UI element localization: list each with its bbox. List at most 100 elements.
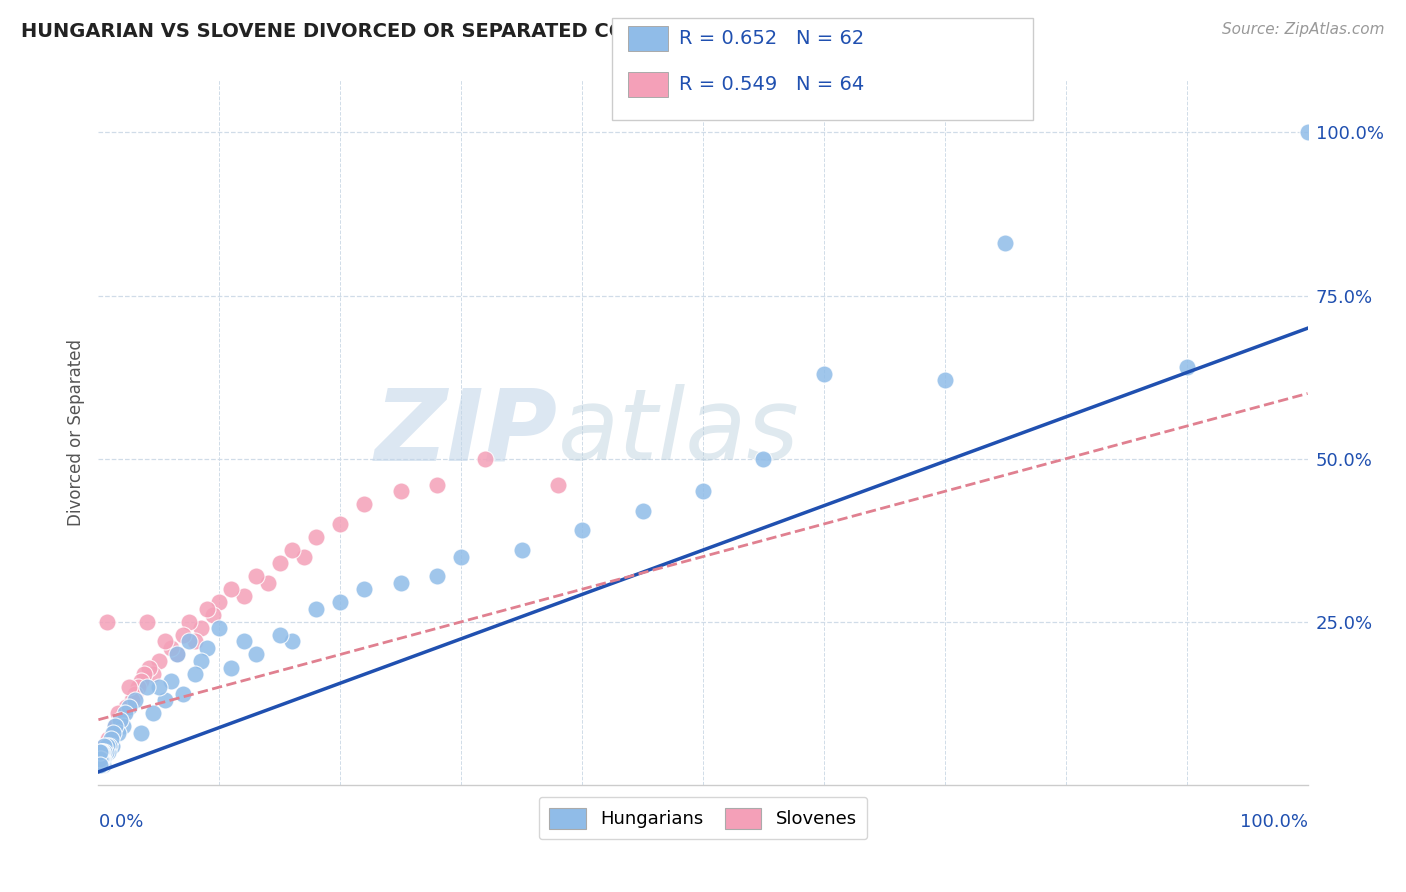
Point — [89, 752, 111, 766]
Point — [450, 549, 472, 564]
Point — [148, 654, 170, 668]
Point — [426, 478, 449, 492]
Point — [90, 745, 112, 759]
Point — [97, 732, 120, 747]
Point — [232, 634, 254, 648]
Point — [91, 752, 114, 766]
Point — [94, 745, 117, 759]
Point — [305, 530, 328, 544]
Point — [89, 752, 111, 766]
Point — [510, 543, 533, 558]
Point — [91, 758, 114, 772]
Point — [934, 373, 956, 387]
Point — [692, 484, 714, 499]
Point — [202, 608, 225, 623]
Point — [195, 640, 218, 655]
Point — [547, 478, 569, 492]
Point — [108, 713, 131, 727]
Point — [135, 615, 157, 629]
Point — [93, 745, 115, 759]
Point — [329, 516, 352, 531]
Point — [124, 687, 146, 701]
Text: 100.0%: 100.0% — [1240, 814, 1308, 831]
Point — [1175, 360, 1198, 375]
Point — [179, 634, 201, 648]
Text: Source: ZipAtlas.com: Source: ZipAtlas.com — [1222, 22, 1385, 37]
Text: ZIP: ZIP — [375, 384, 558, 481]
Point — [89, 758, 111, 772]
Point — [98, 739, 121, 753]
Point — [107, 706, 129, 721]
Point — [353, 497, 375, 511]
Point — [98, 739, 121, 753]
Point — [104, 719, 127, 733]
Point — [221, 582, 243, 597]
Point — [1296, 126, 1319, 140]
Point — [190, 654, 212, 668]
Point — [172, 687, 194, 701]
Point — [90, 745, 112, 759]
Point — [179, 615, 201, 629]
Point — [91, 745, 114, 759]
Point — [91, 745, 114, 759]
Point — [121, 693, 143, 707]
Point — [118, 680, 141, 694]
Text: 0.0%: 0.0% — [98, 814, 143, 831]
Point — [91, 752, 114, 766]
Point — [245, 569, 267, 583]
Point — [329, 595, 352, 609]
Point — [90, 752, 112, 766]
Point — [195, 602, 218, 616]
Point — [389, 575, 412, 590]
Point — [184, 667, 207, 681]
Point — [111, 719, 134, 733]
Point — [221, 660, 243, 674]
Point — [94, 745, 117, 759]
Point — [571, 524, 593, 538]
Point — [89, 745, 111, 759]
Point — [153, 634, 176, 648]
Point — [100, 732, 122, 747]
Point — [166, 648, 188, 662]
Point — [89, 745, 111, 759]
Point — [353, 582, 375, 597]
Point — [138, 660, 160, 674]
Text: R = 0.549   N = 64: R = 0.549 N = 64 — [679, 75, 865, 95]
Point — [89, 758, 111, 772]
Text: atlas: atlas — [558, 384, 800, 481]
Point — [631, 504, 654, 518]
Point — [89, 752, 111, 766]
Point — [281, 543, 304, 558]
Text: R = 0.652   N = 62: R = 0.652 N = 62 — [679, 29, 865, 48]
Point — [93, 739, 115, 753]
Point — [129, 725, 152, 739]
Point — [93, 745, 115, 759]
Point — [134, 667, 156, 681]
Point — [208, 621, 231, 635]
Y-axis label: Divorced or Separated: Divorced or Separated — [66, 339, 84, 526]
Point — [101, 725, 124, 739]
Point — [135, 680, 157, 694]
Point — [426, 569, 449, 583]
Point — [142, 667, 165, 681]
Point — [184, 634, 207, 648]
Point — [101, 725, 124, 739]
Point — [142, 706, 165, 721]
Point — [269, 556, 291, 570]
Point — [160, 640, 183, 655]
Point — [107, 725, 129, 739]
Point — [93, 739, 115, 753]
Point — [474, 451, 496, 466]
Point — [100, 732, 122, 747]
Point — [100, 739, 122, 753]
Point — [91, 752, 114, 766]
Point — [111, 706, 134, 721]
Point — [127, 680, 149, 694]
Point — [160, 673, 183, 688]
Point — [115, 699, 138, 714]
Point — [129, 673, 152, 688]
Point — [90, 752, 112, 766]
Point — [232, 589, 254, 603]
Point — [104, 719, 127, 733]
Point — [148, 680, 170, 694]
